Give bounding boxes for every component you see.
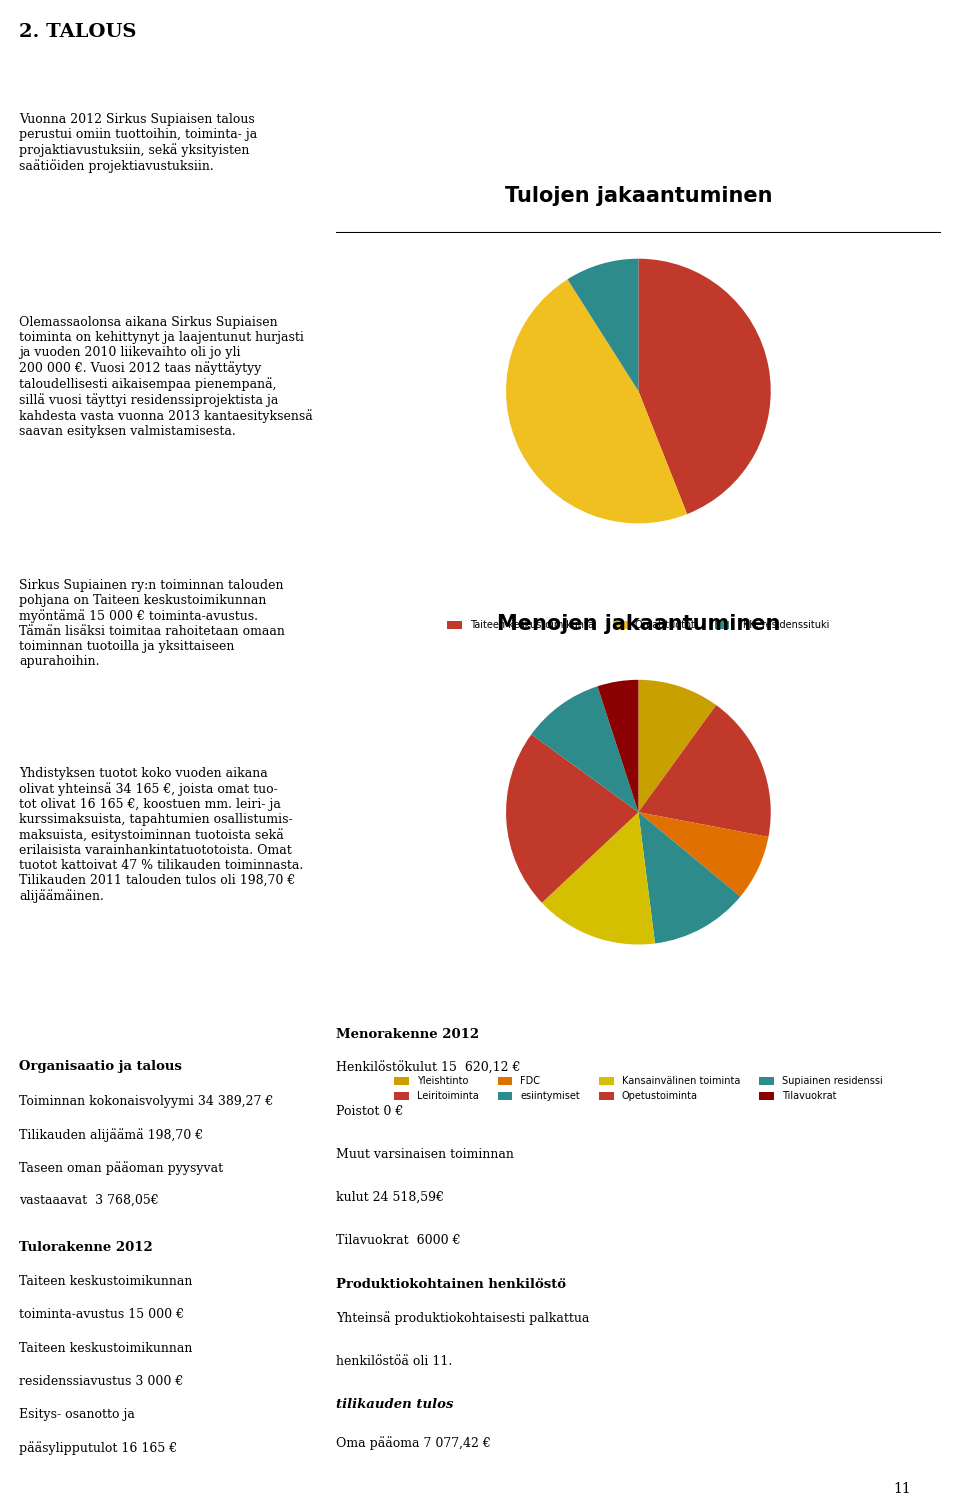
Wedge shape (638, 812, 768, 896)
Text: Vuonna 2012 Sirkus Supiaisen talous
perustui omiin tuottoihin, toiminta- ja
proj: Vuonna 2012 Sirkus Supiaisen talous peru… (19, 113, 257, 173)
Wedge shape (638, 812, 740, 943)
Text: residenssiavustus 3 000 €: residenssiavustus 3 000 € (19, 1375, 183, 1388)
Wedge shape (506, 280, 687, 523)
Text: Taiteen keskustoimikunnan: Taiteen keskustoimikunnan (19, 1342, 193, 1355)
Text: Muut varsinaisen toiminnan: Muut varsinaisen toiminnan (336, 1148, 514, 1161)
Text: Sirkus Supiainen ry:n toiminnan talouden
pohjana on Taiteen keskustoimikunnan
my: Sirkus Supiainen ry:n toiminnan talouden… (19, 579, 285, 668)
Text: Menojen jakaantuminen: Menojen jakaantuminen (496, 614, 780, 635)
Text: Henkilöstökulut 15  620,12 €: Henkilöstökulut 15 620,12 € (336, 1062, 520, 1074)
Text: Poistot 0 €: Poistot 0 € (336, 1104, 403, 1117)
Text: Tulojen jakaantuminen: Tulojen jakaantuminen (505, 185, 772, 206)
Text: kulut 24 518,59€: kulut 24 518,59€ (336, 1191, 444, 1205)
Text: Taiteen keskustoimikunnan: Taiteen keskustoimikunnan (19, 1275, 193, 1289)
Text: vastaaavat  3 768,05€: vastaaavat 3 768,05€ (19, 1194, 158, 1208)
Text: toiminta-avustus 15 000 €: toiminta-avustus 15 000 € (19, 1308, 184, 1322)
Wedge shape (638, 680, 716, 812)
Text: tilikauden tulos: tilikauden tulos (336, 1399, 453, 1411)
Text: Tilikauden alijäämä 198,70 €: Tilikauden alijäämä 198,70 € (19, 1128, 204, 1142)
Text: pääsylipputulot 16 165 €: pääsylipputulot 16 165 € (19, 1441, 178, 1454)
Text: Tulorakenne 2012: Tulorakenne 2012 (19, 1241, 153, 1254)
Wedge shape (531, 686, 638, 812)
Text: Tilavuokrat  6000 €: Tilavuokrat 6000 € (336, 1235, 461, 1247)
Wedge shape (638, 259, 771, 514)
Text: 2. TALOUS: 2. TALOUS (19, 23, 136, 41)
Wedge shape (638, 705, 771, 836)
Text: Yhteinsä produktiokohtaisesti palkattua: Yhteinsä produktiokohtaisesti palkattua (336, 1311, 589, 1325)
Text: Taseen oman pääoman pyysyvat: Taseen oman pääoman pyysyvat (19, 1161, 224, 1175)
Text: 11: 11 (894, 1481, 911, 1496)
Text: Yhdistyksen tuotot koko vuoden aikana
olivat yhteinsä 34 165 €, joista omat tuo: Yhdistyksen tuotot koko vuoden aikana ol… (19, 767, 303, 902)
Wedge shape (506, 734, 638, 902)
Text: Olemassaolonsa aikana Sirkus Supiaisen
toiminta on kehittynyt ja laajentunut hur: Olemassaolonsa aikana Sirkus Supiaisen t… (19, 316, 313, 438)
Text: Organisaatio ja talous: Organisaatio ja talous (19, 1060, 182, 1074)
Text: Menorakenne 2012: Menorakenne 2012 (336, 1027, 479, 1041)
Text: Produktiokohtainen henkilöstö: Produktiokohtainen henkilöstö (336, 1278, 566, 1290)
Wedge shape (567, 259, 638, 391)
Wedge shape (541, 812, 655, 945)
Text: Esitys- osanotto ja: Esitys- osanotto ja (19, 1408, 135, 1421)
Wedge shape (597, 680, 638, 812)
Legend: Taiteen keskustoimikunta, Omat tuotot, TKK, residenssituki: Taiteen keskustoimikunta, Omat tuotot, T… (444, 617, 833, 635)
Text: Oma pääoma 7 077,42 €: Oma pääoma 7 077,42 € (336, 1436, 491, 1450)
Text: Toiminnan kokonaisvolyymi 34 389,27 €: Toiminnan kokonaisvolyymi 34 389,27 € (19, 1095, 274, 1108)
Legend: Yleishtinto, Leiritoiminta, FDC, esiintymiset, Kansainvälinen toiminta, Opetusto: Yleishtinto, Leiritoiminta, FDC, esiinty… (391, 1072, 886, 1105)
Text: henkilöstöä oli 11.: henkilöstöä oli 11. (336, 1355, 452, 1367)
